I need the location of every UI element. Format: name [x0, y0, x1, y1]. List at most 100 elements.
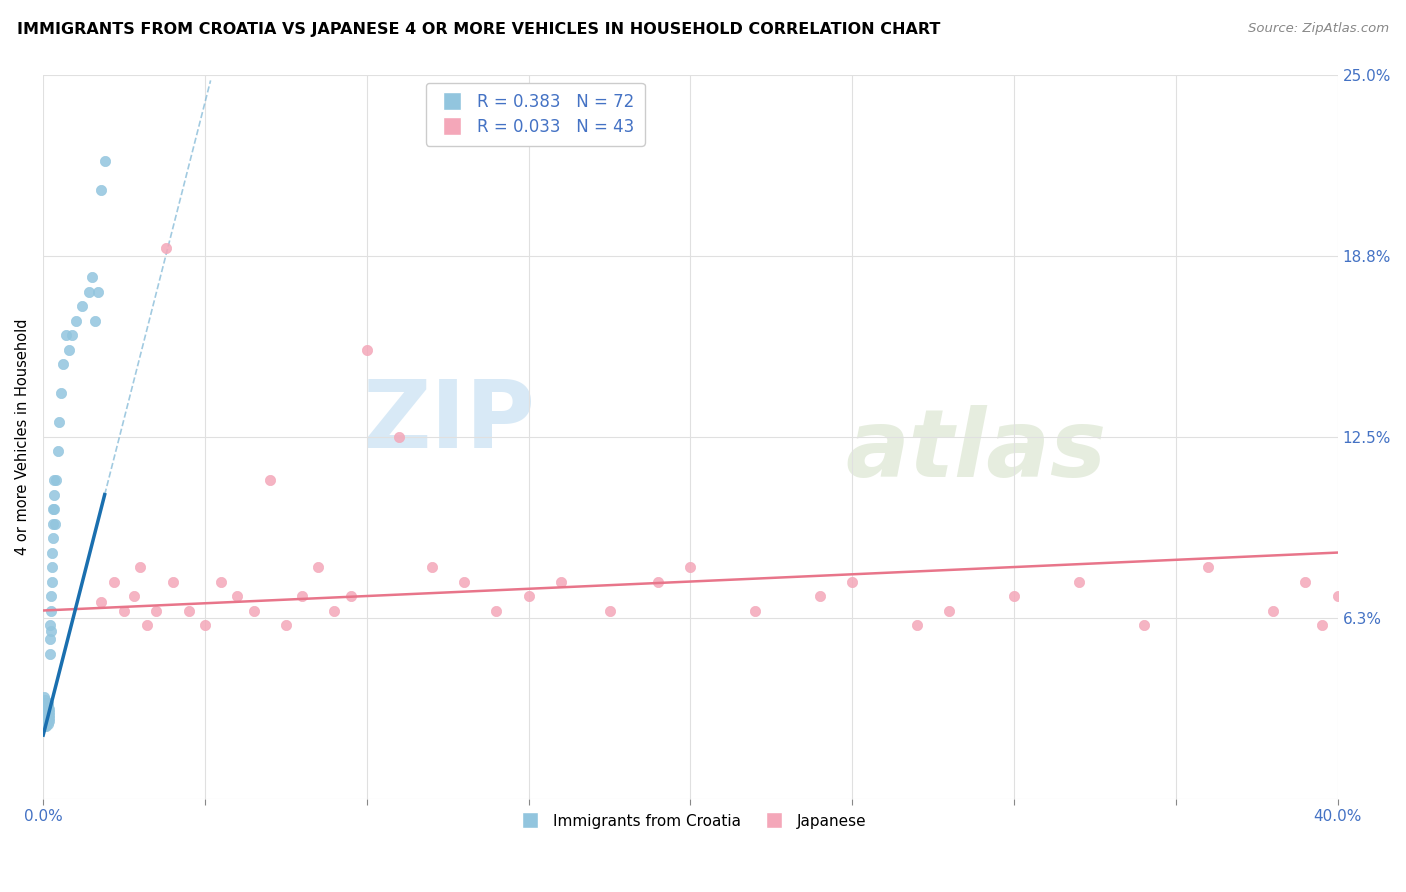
- Point: [34, 693, 56, 707]
- Point: [42, 516, 65, 531]
- Point: [35, 707, 58, 722]
- Point: [129, 560, 152, 574]
- Point: [49, 386, 72, 401]
- Point: [84, 314, 107, 328]
- Point: [1294, 574, 1316, 589]
- Point: [34, 711, 56, 725]
- Point: [517, 589, 540, 603]
- Point: [48, 415, 70, 429]
- Point: [70, 299, 93, 313]
- Point: [112, 603, 135, 617]
- Point: [34, 705, 56, 719]
- Point: [44, 516, 66, 531]
- Point: [41, 574, 63, 589]
- Point: [35, 707, 58, 722]
- Point: [35, 716, 58, 731]
- Point: [1002, 589, 1025, 603]
- Point: [34, 699, 56, 714]
- Point: [1310, 618, 1333, 632]
- Point: [599, 603, 621, 617]
- Point: [93, 154, 115, 169]
- Point: [37, 705, 59, 719]
- Point: [65, 314, 87, 328]
- Point: [209, 574, 232, 589]
- Point: [32, 690, 55, 705]
- Point: [60, 328, 83, 343]
- Point: [37, 716, 59, 731]
- Point: [808, 589, 831, 603]
- Point: [274, 618, 297, 632]
- Point: [155, 241, 177, 255]
- Point: [39, 618, 62, 632]
- Point: [38, 714, 60, 728]
- Point: [162, 574, 184, 589]
- Text: atlas: atlas: [846, 405, 1107, 497]
- Point: [80, 270, 103, 285]
- Y-axis label: 4 or more Vehicles in Household: 4 or more Vehicles in Household: [15, 318, 30, 555]
- Text: Source: ZipAtlas.com: Source: ZipAtlas.com: [1249, 22, 1389, 36]
- Point: [39, 589, 62, 603]
- Point: [41, 531, 63, 545]
- Point: [41, 545, 63, 559]
- Point: [1132, 618, 1154, 632]
- Point: [1326, 589, 1348, 603]
- Point: [35, 714, 58, 728]
- Point: [34, 719, 56, 733]
- Point: [647, 574, 669, 589]
- Point: [37, 702, 59, 716]
- Point: [453, 574, 475, 589]
- Point: [38, 647, 60, 661]
- Point: [103, 574, 125, 589]
- Point: [679, 560, 702, 574]
- Point: [1261, 603, 1284, 617]
- Point: [194, 618, 217, 632]
- Point: [55, 328, 77, 343]
- Point: [145, 603, 167, 617]
- Point: [45, 473, 67, 487]
- Point: [485, 603, 508, 617]
- Point: [38, 702, 60, 716]
- Point: [388, 430, 411, 444]
- Point: [1067, 574, 1090, 589]
- Point: [35, 711, 58, 725]
- Point: [38, 707, 60, 722]
- Point: [34, 705, 56, 719]
- Point: [39, 603, 62, 617]
- Point: [291, 589, 314, 603]
- Text: ZIP: ZIP: [363, 376, 536, 468]
- Point: [420, 560, 443, 574]
- Point: [46, 444, 69, 458]
- Text: IMMIGRANTS FROM CROATIA VS JAPANESE 4 OR MORE VEHICLES IN HOUSEHOLD CORRELATION : IMMIGRANTS FROM CROATIA VS JAPANESE 4 OR…: [17, 22, 941, 37]
- Point: [38, 705, 60, 719]
- Point: [35, 705, 58, 719]
- Point: [87, 285, 110, 299]
- Point: [42, 502, 65, 516]
- Point: [39, 632, 62, 647]
- Point: [32, 705, 55, 719]
- Point: [44, 502, 66, 516]
- Point: [35, 696, 58, 710]
- Point: [35, 711, 58, 725]
- Point: [90, 183, 112, 197]
- Point: [37, 714, 59, 728]
- Point: [34, 714, 56, 728]
- Point: [339, 589, 361, 603]
- Point: [177, 603, 200, 617]
- Point: [323, 603, 346, 617]
- Point: [35, 699, 58, 714]
- Point: [34, 711, 56, 725]
- Point: [77, 285, 100, 299]
- Point: [259, 473, 281, 487]
- Point: [35, 699, 58, 714]
- Point: [37, 699, 59, 714]
- Point: [938, 603, 960, 617]
- Point: [905, 618, 928, 632]
- Point: [135, 618, 157, 632]
- Point: [34, 696, 56, 710]
- Point: [550, 574, 572, 589]
- Point: [90, 595, 112, 609]
- Point: [744, 603, 766, 617]
- Point: [42, 488, 65, 502]
- Point: [42, 473, 65, 487]
- Point: [35, 702, 58, 716]
